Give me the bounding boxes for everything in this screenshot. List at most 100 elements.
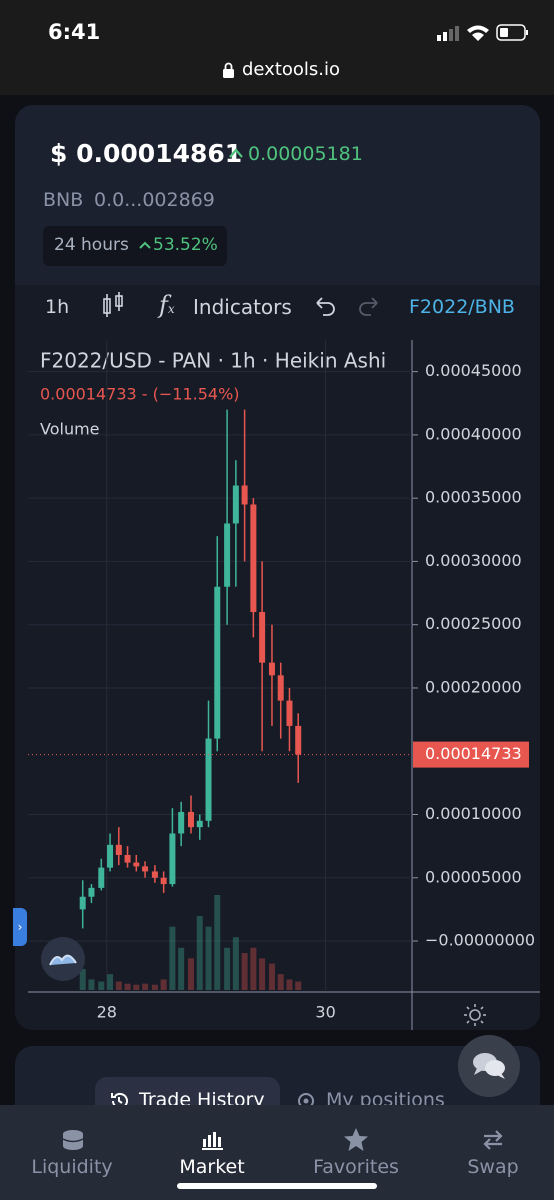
chart-panel [15,285,540,1030]
volume-legend: Volume [40,420,100,439]
volume-bar [196,916,203,990]
chart-title: F2022/USD - PAN · 1h · Heikin Ashi [40,349,386,373]
volume-bar [142,983,149,990]
candle-body [88,887,95,897]
bnb-label: BNB [43,189,84,211]
candle-body [259,612,266,663]
candle-body [224,523,231,587]
candle-type-icon[interactable] [101,291,127,319]
x-tick-label: 30 [315,1003,335,1022]
chat-icon [473,1053,505,1079]
url[interactable]: dextools.io [242,59,341,80]
chart: F2022/USD - PAN · 1h · Heikin Ashi 0.000… [28,340,540,1030]
nav-favorites[interactable]: Favorites [313,1156,399,1178]
volume-bar [214,895,221,990]
volume-bar [241,953,248,990]
bottom-nav: Liquidity Market Favorites Swap [0,1105,554,1200]
candle-body [98,867,105,888]
candle-body [214,586,221,739]
candle-body [160,877,167,885]
volume-bar [277,974,284,990]
fx-icon: fx [159,291,175,319]
candle-body [268,662,275,676]
interval[interactable]: 1h [45,296,70,318]
y-tick-label: 0.00040000 [425,424,522,443]
last-price-label: 0.00014733 [425,744,522,763]
volume-bar [124,983,131,990]
tv-logo[interactable] [40,936,86,982]
liquidity-icon [62,1130,84,1150]
token-card: $ 0.00014861 0.00005181 BNB 0.0...002869… [15,105,540,1030]
candle-body [178,811,185,834]
y-tick-label: 0.00035000 [425,488,522,507]
market-icon [202,1132,223,1150]
period: 24 hours [54,235,129,255]
volume-bar [268,963,275,990]
volume-bar [232,937,239,990]
price-legend: 0.00014733 - (−11.54%) [40,385,240,404]
volume-bar [188,958,195,990]
x-tick-label: 28 [97,1003,117,1022]
volume-bar [88,979,95,990]
chat-button[interactable] [458,1035,520,1097]
up-arrow [229,148,243,158]
price-change: 0.00005181 [248,143,363,165]
volume-bar [160,979,167,990]
volume-bar [286,979,293,990]
candle-body [277,675,284,701]
y-tick-label: 0.00045000 [425,361,522,380]
candle-body [142,866,149,872]
candle-body [79,896,86,910]
candle-body [151,871,158,878]
undo-redo[interactable] [313,295,383,319]
swap-icon [483,1130,503,1150]
volume-bar [151,984,158,990]
candle-body [115,844,122,855]
nav-liquidity[interactable]: Liquidity [31,1156,113,1178]
y-tick-label: −0.00000000 [425,931,535,950]
status-bar: 6:41 dextools.io [0,0,554,95]
pair[interactable]: F2022/BNB [409,296,515,318]
status-icons [437,24,528,41]
volume-bar [169,926,176,990]
volume-bar [107,974,114,990]
nav-swap[interactable]: Swap [467,1156,519,1178]
period-change: 53.52% [153,235,218,255]
candle-body [232,485,239,524]
candle-body [286,700,293,726]
lock-icon [223,62,234,78]
nav-market[interactable]: Market [179,1156,245,1178]
volume-bar [133,984,140,990]
bnb-value: 0.0...002869 [94,189,215,211]
volume-bar [259,958,266,990]
volume-bar [79,968,86,990]
candle-body [169,833,176,885]
y-tick-label: 0.00010000 [425,804,522,823]
volume-bar [224,947,231,990]
volume-bar [250,947,257,990]
period-badge: 24 hours 53.52% [43,226,227,266]
y-tick-label: 0.00025000 [425,614,522,633]
price: $ 0.00014861 [50,139,243,168]
candle-body [241,485,248,505]
up-arrow [139,241,151,249]
volume-bar [98,981,105,990]
indicators[interactable]: Indicators [193,295,292,319]
side-tab[interactable]: › [13,908,27,946]
volume-bar [205,926,212,990]
volume-bar [295,981,302,990]
volume-bar [178,947,185,990]
y-tick-label: 0.00020000 [425,677,522,696]
home-indicator [177,1183,377,1189]
candle-body [295,725,302,755]
candle-body [188,811,195,828]
candle-body [133,862,140,867]
y-tick-label: 0.00030000 [425,551,522,570]
candle-body [250,504,257,613]
candle-body [196,820,203,828]
favorites-icon [344,1128,368,1151]
time: 6:41 [48,20,101,44]
last-price-tag [413,741,529,768]
theme-icon[interactable] [463,1003,487,1027]
